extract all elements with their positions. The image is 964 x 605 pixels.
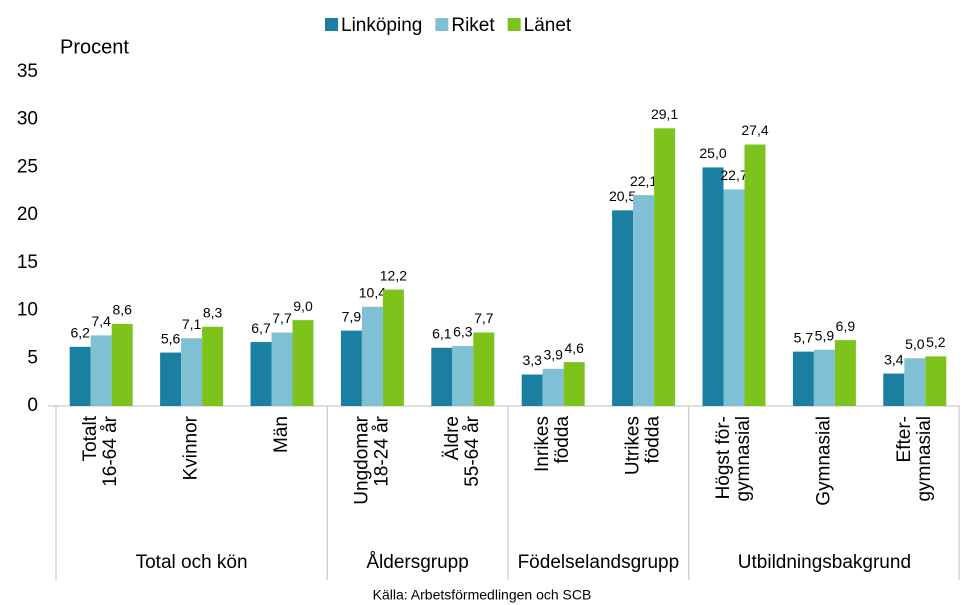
- bar: [792, 351, 814, 406]
- x-tick-label: gymnasial: [914, 416, 935, 502]
- value-label: 12,2: [380, 267, 407, 283]
- bar: [160, 352, 182, 406]
- bar: [292, 320, 314, 406]
- value-label: 7,7: [474, 310, 494, 326]
- bar: [744, 144, 766, 407]
- value-label: 22,7: [720, 167, 747, 183]
- bar: [361, 306, 383, 406]
- bar: [542, 368, 564, 406]
- value-label: 5,6: [161, 330, 181, 346]
- bar: [250, 342, 272, 406]
- y-tick-label: 35: [17, 61, 38, 82]
- bar: [181, 338, 203, 406]
- bar: [834, 340, 856, 406]
- x-tick-label: Inrikes: [532, 416, 553, 472]
- value-label: 25,0: [699, 145, 726, 161]
- bar: [723, 189, 745, 406]
- x-tick-label: Ungdomar: [351, 415, 372, 504]
- value-label: 8,6: [112, 302, 132, 318]
- value-label: 8,3: [203, 304, 223, 320]
- legend-swatch: [435, 18, 449, 31]
- bar: [382, 289, 404, 406]
- x-tick-label: födda: [552, 416, 573, 464]
- value-label: 5,9: [815, 327, 835, 343]
- value-label: 6,7: [251, 320, 271, 336]
- x-tick-label: Högst för-: [713, 416, 734, 499]
- value-label: 7,7: [272, 310, 292, 326]
- bar: [202, 326, 224, 406]
- value-label: 3,9: [543, 346, 563, 362]
- y-tick-label: 20: [17, 204, 38, 225]
- legend-label: Linköping: [341, 15, 422, 36]
- x-tick-label: Efter-: [894, 416, 915, 462]
- value-label: 29,1: [651, 106, 678, 122]
- value-label: 6,3: [453, 324, 473, 340]
- bar: [702, 167, 724, 406]
- y-tick-label: 0: [27, 395, 38, 416]
- bar: [904, 358, 926, 406]
- x-tick-label: 18-24 år: [371, 415, 392, 486]
- value-label: 27,4: [741, 122, 768, 138]
- x-tick-label: Gymnasial: [813, 416, 834, 506]
- y-tick-label: 25: [17, 156, 38, 177]
- x-tick-label: Kvinnor: [181, 415, 202, 480]
- legend-swatch: [325, 18, 338, 31]
- y-tick-label: 30: [17, 109, 38, 130]
- bar: [452, 345, 474, 406]
- legend-swatch: [507, 18, 521, 31]
- value-label: 5,2: [926, 334, 946, 350]
- x-tick-label: 55-64 år: [462, 415, 483, 486]
- group-label: Total och kön: [136, 552, 248, 573]
- group-label: Utbildningsbakgrund: [738, 552, 911, 573]
- x-tick-label: Utrikes: [623, 416, 644, 475]
- bar: [813, 349, 835, 406]
- y-tick-label: 5: [27, 347, 38, 368]
- x-tick-label: Män: [271, 416, 292, 453]
- value-label: 5,0: [905, 336, 925, 352]
- value-label: 10,4: [359, 284, 386, 300]
- value-label: 22,1: [630, 173, 657, 189]
- value-label: 20,5: [609, 188, 636, 204]
- value-label: 5,7: [794, 329, 814, 345]
- bar: [473, 332, 495, 406]
- x-tick-label: Totalt: [80, 415, 101, 461]
- x-tick-label: 16-64 år: [100, 415, 121, 486]
- bar: [925, 356, 947, 406]
- group-label: Åldersgrupp: [366, 552, 468, 573]
- value-label: 3,4: [884, 351, 904, 367]
- bar: [69, 346, 91, 406]
- bar: [633, 195, 655, 406]
- value-label: 6,1: [432, 325, 452, 341]
- value-label: 6,9: [836, 318, 856, 334]
- x-tick-label: gymnasial: [733, 416, 754, 502]
- y-axis-label: Procent: [60, 36, 129, 58]
- bar: [563, 362, 585, 406]
- value-label: 7,4: [91, 313, 111, 329]
- source: Källa: Arbetsförmedlingen och SCB: [373, 587, 592, 603]
- y-tick-label: 15: [17, 252, 38, 273]
- bar: [340, 330, 362, 406]
- value-label: 7,9: [342, 308, 362, 324]
- legend-label: Länet: [524, 15, 572, 36]
- bar: [654, 128, 676, 406]
- y-tick-label: 10: [17, 300, 38, 321]
- bar: [431, 347, 453, 406]
- bar: [521, 374, 543, 406]
- value-label: 3,3: [522, 352, 542, 368]
- value-label: 9,0: [293, 298, 313, 314]
- value-label: 6,2: [70, 325, 90, 341]
- x-tick-label: Äldre: [442, 416, 463, 460]
- value-label: 4,6: [564, 340, 584, 356]
- x-tick-label: födda: [643, 416, 664, 464]
- bar: [90, 335, 112, 406]
- bar: [612, 210, 634, 406]
- bar: [111, 323, 133, 406]
- legend-label: Riket: [451, 15, 495, 36]
- bar: [883, 373, 905, 406]
- value-label: 7,1: [182, 316, 202, 332]
- group-label: Födelselandsgrupp: [518, 552, 680, 573]
- bar: [271, 332, 293, 406]
